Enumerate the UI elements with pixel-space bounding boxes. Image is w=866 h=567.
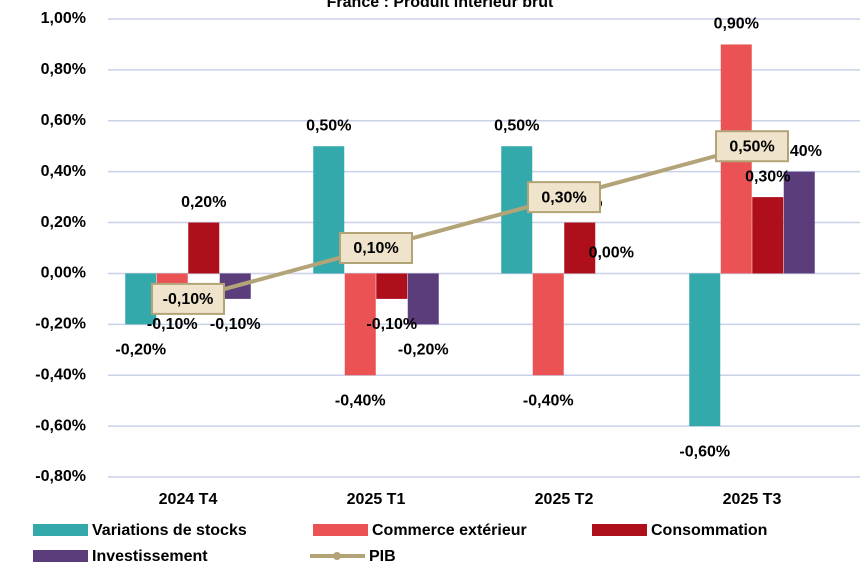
y-tick-label: 0,60% [41,112,86,129]
y-tick-label: 0,20% [41,214,86,231]
label-box [527,181,601,214]
y-tick-label: 0,40% [41,163,86,180]
data-label: 0,90% [714,16,759,33]
legend-label: Variations de stocks [92,522,247,539]
x-tick-label: 2025 T2 [535,491,594,508]
legend-label: Investissement [92,548,208,565]
data-label: 0,50% [729,138,774,155]
data-label: 0,50% [306,117,351,134]
data-label: -0,10% [163,291,214,308]
y-tick-label: -0,40% [35,366,86,383]
data-label: -0,10% [147,316,198,333]
legend-swatch [33,524,88,536]
y-tick-label: -0,80% [35,468,86,485]
data-label: -0,10% [210,316,261,333]
data-label: -0,40% [523,392,574,409]
data-label: 0,20% [181,194,226,211]
bar [532,273,564,376]
legend-swatch [33,550,88,562]
bar [689,273,721,427]
label-box [339,232,413,264]
y-tick-label: -0,60% [35,417,86,434]
data-label: 0,30% [541,189,586,206]
y-tick-label: 0,80% [41,61,86,78]
data-label: -0,20% [115,342,166,359]
legend-label: PIB [369,548,396,565]
x-tick-label: 2024 T4 [159,491,218,508]
x-tick-label: 2025 T3 [723,491,782,508]
legend-label: Consommation [651,522,767,539]
bar [344,273,376,376]
data-label: -0,10% [366,316,417,333]
data-label: 0,50% [494,117,539,134]
x-tick-label: 2025 T1 [347,491,406,508]
legend-label: Commerce extérieur [372,522,527,539]
data-label: 0,10% [353,240,398,257]
y-tick-label: 1,00% [41,10,86,27]
data-label: 0,30% [745,168,790,185]
data-label: 0,00% [589,245,634,262]
legend-swatch [313,524,368,536]
data-label: -0,60% [679,443,730,460]
legend-swatch [592,524,647,536]
bar [407,273,439,325]
chart-title: France : Produit intérieur brut [327,0,554,11]
y-tick-label: 0,00% [41,265,86,282]
pib-line [187,144,753,301]
bar [376,273,408,299]
data-label: -0,40% [335,392,386,409]
y-tick-label: -0,20% [35,316,86,333]
data-label: -0,20% [398,342,449,359]
label-box [151,282,225,315]
bar [564,222,596,274]
bar [783,171,815,274]
label-box [715,130,789,163]
legend-swatch [333,552,341,560]
bar [188,222,220,274]
bar [752,197,784,274]
